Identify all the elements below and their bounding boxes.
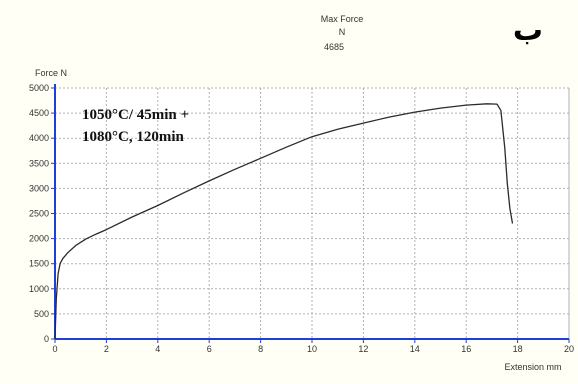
y-tick-label: 5000 bbox=[29, 83, 49, 93]
y-tick-label: 500 bbox=[34, 309, 49, 319]
x-axis-label: Extension mm bbox=[504, 362, 561, 372]
y-tick-label: 4500 bbox=[29, 108, 49, 118]
y-tick-label: 2000 bbox=[29, 234, 49, 244]
corner-arabic-letter: ب bbox=[513, 13, 543, 48]
y-tick-labels: 0 500 1000 1500 2000 2500 3000 3500 4000 4500 5000 bbox=[29, 83, 49, 344]
x-tick-label: 16 bbox=[461, 344, 471, 354]
y-tick-label: 2500 bbox=[29, 209, 49, 219]
x-tick-label: 10 bbox=[307, 344, 317, 354]
annotation-line-2: 1080°C, 120min bbox=[82, 129, 184, 145]
x-tick-label: 20 bbox=[564, 344, 574, 354]
grid-layer bbox=[55, 87, 569, 339]
y-tick-label: 3000 bbox=[29, 183, 49, 193]
annotation-line-1: 1050°C/ 45min + bbox=[82, 107, 189, 123]
x-tick-label: 2 bbox=[104, 344, 109, 354]
x-tick-label: 0 bbox=[52, 344, 57, 354]
y-tick-label: 3500 bbox=[29, 158, 49, 168]
y-axis-label: Force N bbox=[35, 68, 67, 78]
x-tick-label: 4 bbox=[155, 344, 160, 354]
x-tick-label: 12 bbox=[358, 344, 368, 354]
series-layer bbox=[54, 103, 514, 340]
y-tick-label: 0 bbox=[44, 334, 49, 344]
x-tick-label: 6 bbox=[207, 344, 212, 354]
y-tick-label: 4000 bbox=[29, 133, 49, 143]
x-tick-labels: 0 2 4 6 8 10 12 14 16 18 20 bbox=[52, 344, 574, 354]
axes-layer bbox=[51, 84, 570, 343]
y-tick-label: 1000 bbox=[29, 284, 49, 294]
max-force-value: 4685 bbox=[324, 42, 344, 52]
x-tick-label: 8 bbox=[258, 344, 263, 354]
x-tick-label: 14 bbox=[410, 344, 420, 354]
max-force-title: Max Force bbox=[321, 14, 364, 24]
max-force-unit: N bbox=[339, 27, 346, 37]
force-extension-curve bbox=[54, 103, 514, 340]
y-tick-label: 1500 bbox=[29, 259, 49, 269]
x-tick-label: 18 bbox=[513, 344, 523, 354]
